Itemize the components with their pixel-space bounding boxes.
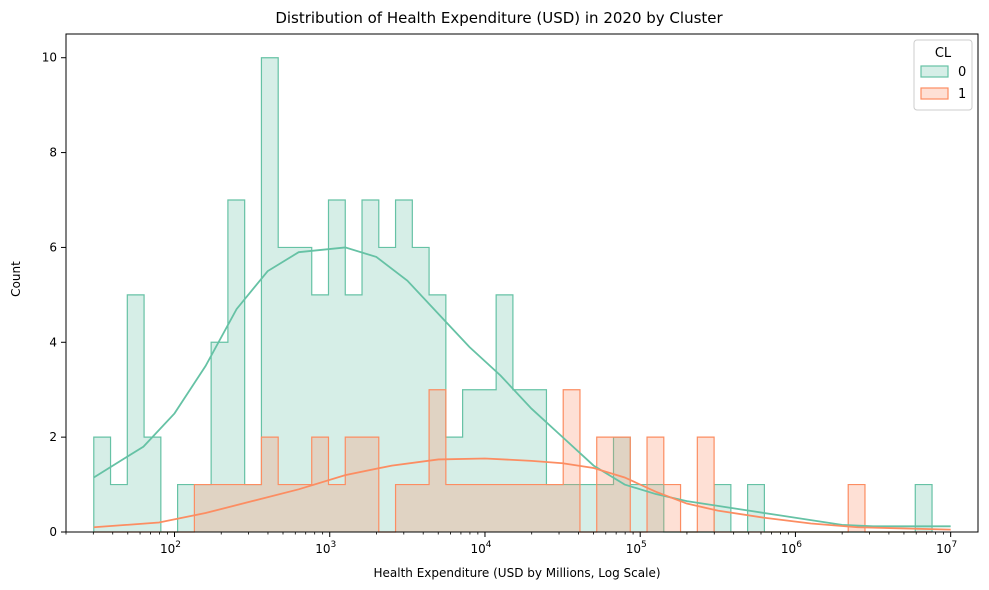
histogram-bin-series-0 (228, 200, 245, 532)
histogram-bin-series-0 (94, 437, 111, 532)
x-axis: 102 103 104 105 106 107 (65, 532, 957, 556)
histogram-bin-series-1 (597, 437, 614, 532)
legend-swatch-series-1 (920, 87, 949, 100)
histogram-bin-series-0 (748, 485, 765, 532)
histogram-bin-series-1 (396, 485, 413, 532)
histogram-bin-series-1 (697, 437, 714, 532)
histogram-bin-series-1 (513, 485, 530, 532)
histogram-bin-series-1 (228, 485, 245, 532)
histogram-bin-series-0 (328, 200, 345, 532)
histogram-bin-series-1 (446, 485, 463, 532)
histogram-bin-series-0 (144, 437, 161, 532)
histogram-bin-series-0 (379, 247, 396, 532)
y-tick-label: 0 (49, 525, 57, 539)
histogram-bin-series-0 (396, 200, 413, 532)
legend-swatch-series-0 (920, 65, 949, 78)
x-tick-label: 105 (626, 540, 647, 556)
histogram-fill-series-1 (93, 389, 933, 532)
x-tick-label: 107 (936, 540, 957, 556)
kde-curve-series-1 (93, 457, 951, 531)
chart-title: Distribution of Health Expenditure (USD)… (275, 9, 723, 27)
histogram-bin-series-1 (647, 437, 664, 532)
legend-label-series-0: 0 (958, 65, 966, 80)
y-axis-label: Count (9, 261, 23, 297)
y-tick-label: 10 (42, 51, 57, 65)
y-tick-label: 4 (49, 335, 57, 349)
histogram-bin-series-0 (580, 485, 597, 532)
histogram-step-series-0 (93, 57, 933, 533)
plot-frame (65, 33, 979, 533)
histogram-bin-series-1 (194, 485, 211, 532)
histogram-bin-series-1 (479, 485, 496, 532)
legend-title: CL (935, 46, 952, 61)
y-tick-label: 2 (49, 430, 57, 444)
legend: CL 0 1 (913, 39, 973, 111)
histogram-bin-series-1 (412, 485, 429, 532)
x-axis-label: Health Expenditure (USD by Millions, Log… (373, 566, 660, 580)
kde-curve-series-0 (93, 246, 951, 528)
legend-label-series-1: 1 (958, 87, 966, 102)
histogram-bin-series-0 (630, 485, 647, 532)
x-tick-label: 102 (160, 540, 181, 556)
histogram-bin-series-1 (245, 485, 262, 532)
histogram-bin-series-0 (127, 295, 144, 532)
plot-area (65, 33, 979, 533)
histogram-bin-series-0 (915, 485, 932, 532)
y-tick-label: 6 (49, 240, 57, 254)
histogram-bin-series-1 (664, 485, 681, 532)
histogram-bin-series-1 (261, 437, 278, 532)
x-tick-label: 104 (470, 540, 491, 556)
histogram-bin-series-0 (178, 485, 195, 532)
histogram-bin-series-1 (362, 437, 379, 532)
histogram-bin-series-1 (530, 485, 547, 532)
x-tick-label: 106 (781, 540, 802, 556)
histogram-bin-series-1 (295, 485, 312, 532)
histogram-bin-series-1 (496, 485, 513, 532)
x-tick-label: 103 (315, 540, 336, 556)
legend-box (913, 39, 973, 111)
histogram-bin-series-1 (563, 390, 580, 532)
y-tick-label: 8 (49, 146, 57, 160)
histogram-bin-series-1 (463, 485, 480, 532)
histogram-bin-series-1 (345, 437, 362, 532)
y-axis: 0 2 4 6 8 10 (42, 51, 66, 539)
histogram-bin-series-1 (328, 485, 345, 532)
histogram-bin-series-1 (546, 485, 563, 532)
